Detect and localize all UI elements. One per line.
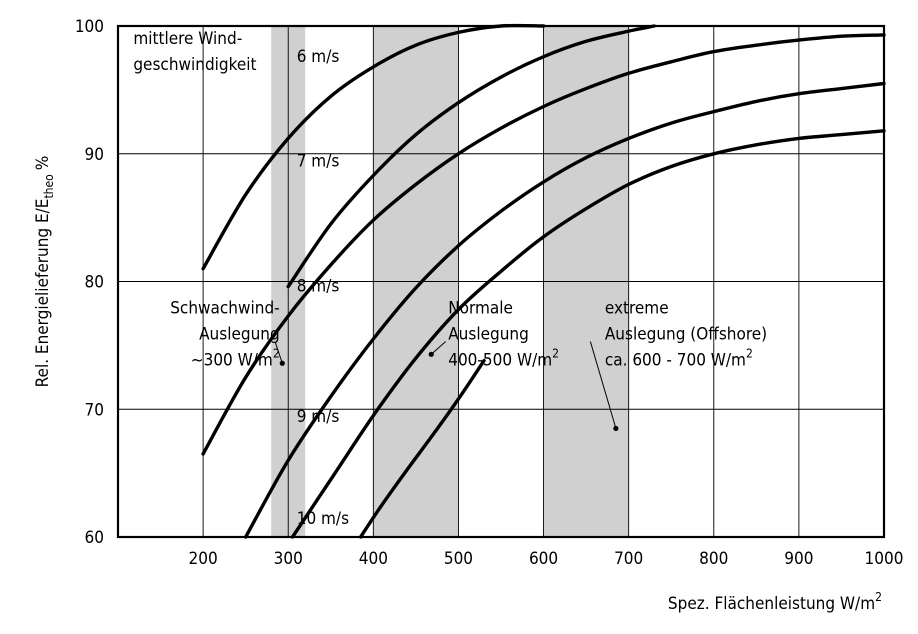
x-axis-title-text: Spez. Flächenleistung W/m — [668, 594, 875, 614]
annotation-1-line-2-text: ~300 W/m — [191, 350, 273, 370]
grid-lines — [118, 26, 884, 537]
annotation-1-line-2: ~300 W/m2 — [191, 346, 280, 370]
y-axis-title-text: Rel. Energielieferung E/E — [33, 199, 53, 388]
annotation-3-line-2: ca. 600 - 700 W/m2 — [605, 346, 753, 370]
curve-5-10-m-s-2 — [358, 359, 486, 539]
annotation-2-line-2-text: 400-500 W/m — [448, 350, 552, 370]
curve-label-8-m-s: 8 m/s — [297, 277, 340, 297]
y-tick-100: 100 — [75, 17, 104, 37]
annotation-2-line-1: Auslegung — [448, 324, 529, 344]
x-tick-300: 300 — [274, 549, 303, 569]
annotation-3-line-1-text: Auslegung (Offshore) — [605, 324, 767, 344]
curve-0-6-m-s — [201, 23, 546, 271]
plot-frame — [116, 24, 886, 539]
x-tick-900: 900 — [784, 549, 813, 569]
x-tick-700: 700 — [614, 549, 643, 569]
x-tick-500: 500 — [444, 549, 473, 569]
curve-label-9-m-s: 9 m/s — [297, 407, 340, 427]
curve-label-7-m-s: 7 m/s — [297, 152, 340, 172]
y-tick-80: 80 — [85, 273, 104, 293]
annotation-leaders — [274, 341, 619, 432]
x-tick-labels: 200 300 400 500 600 700 800 900 1000 — [189, 549, 904, 569]
curve-labels: 6 m/s 7 m/s 8 m/s 9 m/s 10 m/s — [297, 47, 349, 529]
annotation-0: mittlere Wind-geschwindigkeit — [133, 29, 256, 75]
annotation-3-line-0: extreme — [605, 298, 669, 318]
x-tick-200: 200 — [189, 549, 218, 569]
annotation-3-line-0-text: extreme — [605, 298, 669, 318]
annotation-2-line-2: 400-500 W/m2 — [448, 346, 559, 370]
annotation-2-sup: 2 — [552, 346, 559, 360]
x-tick-600: 600 — [529, 549, 558, 569]
annotation-2-line-0-text: Normale — [448, 298, 513, 318]
wind-speed-curves — [201, 23, 886, 539]
annotation-3-sup: 2 — [746, 346, 753, 360]
annotation-1-line-0-text: Schwachwind- — [170, 298, 280, 318]
curve-label-6-m-s: 6 m/s — [297, 47, 340, 67]
curve-4-10-m-s — [290, 129, 886, 539]
x-tick-1000: 1000 — [865, 549, 904, 569]
y-axis-title-sub: theo — [42, 174, 56, 199]
annotation-2-line-0: Normale — [448, 298, 513, 318]
y-axis-title: Rel. Energielieferung E/Etheo% — [33, 156, 56, 388]
annotation-0-line-0-text: mittlere Wind- — [133, 29, 242, 49]
annotation-1-line-0: Schwachwind- — [170, 298, 280, 318]
annotation-3-line-2-text: ca. 600 - 700 W/m — [605, 350, 746, 370]
y-axis-title-unit: % — [33, 156, 53, 171]
annotation-0-line-1-text: geschwindigkeit — [133, 55, 256, 75]
y-tick-labels: 60 70 80 90 100 — [75, 17, 104, 548]
x-axis-title-sup: 2 — [875, 590, 882, 604]
annotation-2-leader — [430, 341, 447, 355]
annotation-0-line-0: mittlere Wind- — [133, 29, 242, 49]
x-tick-800: 800 — [699, 549, 728, 569]
curve-label-10-m-s: 10 m/s — [297, 509, 349, 529]
y-tick-70: 70 — [85, 400, 104, 420]
annotation-3-leader — [589, 341, 617, 429]
annotation-0-line-1: geschwindigkeit — [133, 55, 256, 75]
x-axis-title: Spez. Flächenleistung W/m2 — [668, 590, 882, 614]
curve-2-8-m-s — [201, 33, 886, 456]
annotation-2-line-1-text: Auslegung — [448, 324, 529, 344]
annotation-1-sup: 2 — [273, 346, 280, 360]
y-tick-90: 90 — [85, 145, 104, 165]
annotation-3-line-1: Auslegung (Offshore) — [605, 324, 767, 344]
annotation-1-line-1: Auslegung — [199, 324, 280, 344]
y-tick-60: 60 — [85, 528, 104, 548]
curve-3-9-m-s — [244, 81, 886, 539]
curve-1-7-m-s — [286, 24, 656, 289]
annotation-1-leader — [274, 342, 283, 364]
x-tick-400: 400 — [359, 549, 388, 569]
annotation-1-line-1-text: Auslegung — [199, 324, 280, 344]
annotation-1: Schwachwind-Auslegung~300 W/m2 — [170, 298, 280, 370]
annotations: mittlere Wind-geschwindigkeit Schwachwind… — [133, 29, 767, 371]
